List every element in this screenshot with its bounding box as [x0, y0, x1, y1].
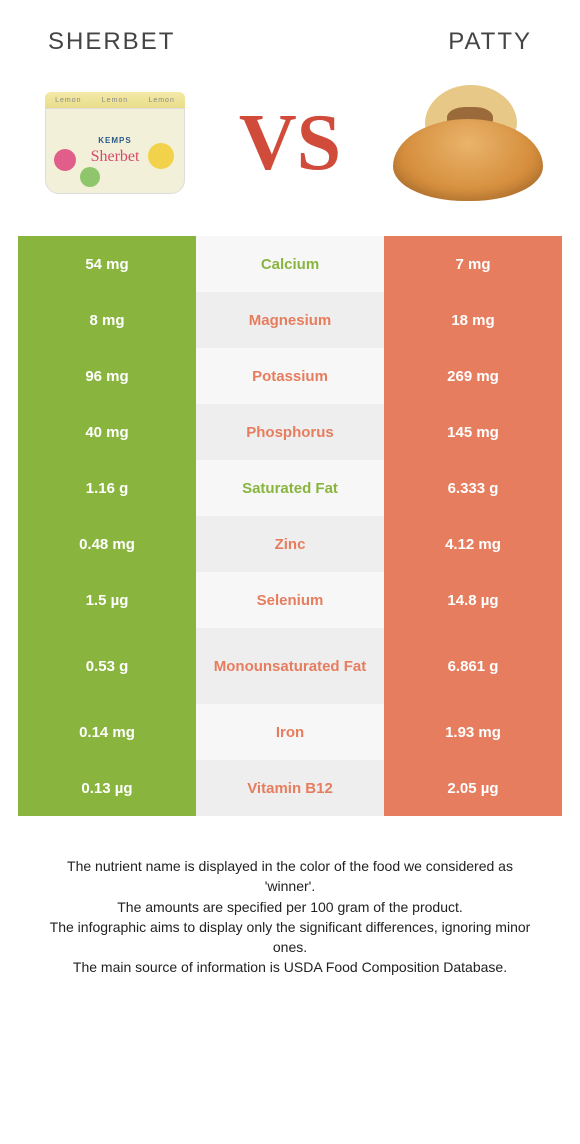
- nutrient-label: Vitamin B12: [196, 760, 384, 816]
- nutrient-label: Monounsaturated Fat: [196, 628, 384, 704]
- patty-image: [380, 78, 550, 208]
- right-food-title: Patty: [448, 28, 532, 56]
- right-value: 14.8 µg: [384, 572, 562, 628]
- caption-line: The infographic aims to display only the…: [46, 917, 534, 958]
- nutrient-label: Iron: [196, 704, 384, 760]
- table-row: 0.53 gMonounsaturated Fat6.861 g: [18, 628, 562, 704]
- right-value: 1.93 mg: [384, 704, 562, 760]
- left-value: 1.5 µg: [18, 572, 196, 628]
- left-value: 54 mg: [18, 236, 196, 292]
- table-row: 1.16 gSaturated Fat6.333 g: [18, 460, 562, 516]
- right-value: 269 mg: [384, 348, 562, 404]
- right-value: 6.861 g: [384, 628, 562, 704]
- nutrient-label: Potassium: [196, 348, 384, 404]
- caption-line: The main source of information is USDA F…: [46, 957, 534, 977]
- left-value: 0.53 g: [18, 628, 196, 704]
- nutrient-label: Zinc: [196, 516, 384, 572]
- left-value: 0.13 µg: [18, 760, 196, 816]
- left-value: 96 mg: [18, 348, 196, 404]
- caption-block: The nutrient name is displayed in the co…: [18, 816, 562, 978]
- sherbet-image: LemonLemonLemon KEMPS Sherbet: [30, 78, 200, 208]
- hero-row: LemonLemonLemon KEMPS Sherbet VS: [18, 74, 562, 236]
- left-value: 40 mg: [18, 404, 196, 460]
- table-row: 0.48 mgZinc4.12 mg: [18, 516, 562, 572]
- nutrient-label: Magnesium: [196, 292, 384, 348]
- left-value: 8 mg: [18, 292, 196, 348]
- right-value: 7 mg: [384, 236, 562, 292]
- table-row: 8 mgMagnesium18 mg: [18, 292, 562, 348]
- table-row: 0.13 µgVitamin B122.05 µg: [18, 760, 562, 816]
- caption-line: The amounts are specified per 100 gram o…: [46, 897, 534, 917]
- left-value: 0.48 mg: [18, 516, 196, 572]
- nutrient-table: 54 mgCalcium7 mg8 mgMagnesium18 mg96 mgP…: [18, 236, 562, 816]
- table-row: 96 mgPotassium269 mg: [18, 348, 562, 404]
- right-value: 145 mg: [384, 404, 562, 460]
- right-value: 4.12 mg: [384, 516, 562, 572]
- vs-label: VS: [239, 103, 341, 183]
- title-row: Sherbet Patty: [18, 20, 562, 74]
- nutrient-label: Phosphorus: [196, 404, 384, 460]
- left-value: 0.14 mg: [18, 704, 196, 760]
- left-food-title: Sherbet: [48, 28, 175, 56]
- table-row: 0.14 mgIron1.93 mg: [18, 704, 562, 760]
- right-value: 18 mg: [384, 292, 562, 348]
- right-value: 2.05 µg: [384, 760, 562, 816]
- left-value: 1.16 g: [18, 460, 196, 516]
- nutrient-label: Calcium: [196, 236, 384, 292]
- right-value: 6.333 g: [384, 460, 562, 516]
- caption-line: The nutrient name is displayed in the co…: [46, 856, 534, 897]
- nutrient-label: Saturated Fat: [196, 460, 384, 516]
- nutrient-label: Selenium: [196, 572, 384, 628]
- table-row: 1.5 µgSelenium14.8 µg: [18, 572, 562, 628]
- table-row: 54 mgCalcium7 mg: [18, 236, 562, 292]
- table-row: 40 mgPhosphorus145 mg: [18, 404, 562, 460]
